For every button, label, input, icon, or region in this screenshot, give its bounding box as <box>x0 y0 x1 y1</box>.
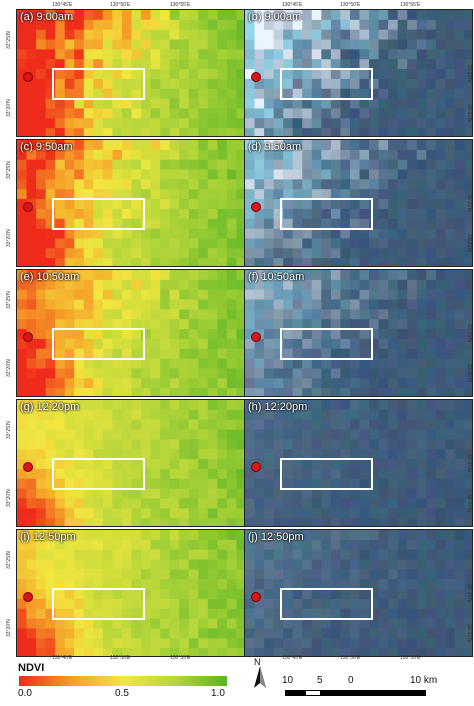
lat-tick-right: 33°20'N <box>466 494 472 512</box>
map-panel-4: (d) 9:50am <box>244 139 473 267</box>
rgb-raster <box>245 10 472 136</box>
study-area-rectangle <box>280 198 373 230</box>
lon-tick-top-2: 130°50'E <box>110 2 131 8</box>
lat-tick-left: 33°20'N <box>6 229 12 247</box>
study-area-rectangle <box>52 328 145 360</box>
lat-tick-right: 33°25'N <box>466 194 472 212</box>
north-arrow-icon <box>254 666 266 688</box>
station-marker <box>251 462 261 472</box>
map-panel-2: (b) 9:00am <box>244 9 473 137</box>
study-area-rectangle <box>52 458 145 490</box>
ndvi-raster <box>17 530 244 656</box>
colorbar-tick-max: 1.0 <box>211 688 225 699</box>
study-area-rectangle <box>52 68 145 100</box>
station-marker <box>23 202 33 212</box>
panel-label: (h) 12:20pm <box>248 401 308 413</box>
lon-tick-bottom-6: 130°55'E <box>400 655 421 661</box>
panel-label: (a) 9:00am <box>20 11 74 23</box>
lon-tick-bottom-2: 130°50'E <box>110 655 131 661</box>
scalebar-segment-4 <box>351 690 426 696</box>
lat-tick-right: 33°20'N <box>466 234 472 252</box>
scalebar-segment-1 <box>285 690 305 696</box>
lon-tick-bottom-4: 130°45'E <box>282 655 303 661</box>
lat-tick-right: 33°25'N <box>466 584 472 602</box>
station-marker <box>251 592 261 602</box>
lat-tick-left: 33°20'N <box>6 489 12 507</box>
map-panel-10: (j) 12:50pm <box>244 529 473 657</box>
lat-tick-right: 33°25'N <box>466 324 472 342</box>
ndvi-colorbar <box>19 676 227 686</box>
lon-tick-bottom-5: 130°50'E <box>340 655 361 661</box>
station-marker <box>23 462 33 472</box>
panel-label: (c) 9:50am <box>20 141 73 153</box>
panel-label: (g) 12:20pm <box>20 401 80 413</box>
map-panel-7: (g) 12:20pm <box>16 399 245 527</box>
panel-label: (j) 12:50pm <box>248 531 304 543</box>
map-panel-5: (e) 10:50am <box>16 269 245 397</box>
lat-tick-left: 33°20'N <box>6 99 12 117</box>
station-marker <box>23 592 33 602</box>
scalebar-label-5: 5 <box>317 675 323 686</box>
scalebar-label-0: 0 <box>348 675 354 686</box>
rgb-raster <box>245 400 472 526</box>
station-marker <box>251 332 261 342</box>
lat-tick-right: 33°25'N <box>466 454 472 472</box>
scalebar-label-10: 10 <box>282 675 294 686</box>
ndvi-raster <box>17 140 244 266</box>
study-area-rectangle <box>52 198 145 230</box>
lat-tick-right: 33°20'N <box>466 624 472 642</box>
rgb-raster <box>245 270 472 396</box>
lon-tick-top-6: 130°55'E <box>400 2 421 8</box>
lon-tick-top-3: 130°55'E <box>170 2 191 8</box>
lat-tick-left: 33°20'N <box>6 359 12 377</box>
lon-tick-top-5: 130°50'E <box>340 2 361 8</box>
station-marker <box>251 72 261 82</box>
station-marker <box>251 202 261 212</box>
map-panel-3: (c) 9:50am <box>16 139 245 267</box>
north-label: N <box>254 657 261 667</box>
lat-tick-left: 33°25'N <box>6 291 12 309</box>
map-panel-6: (f) 10:50am <box>244 269 473 397</box>
map-panel-9: (i) 12:50pm <box>16 529 245 657</box>
lat-tick-right: 33°20'N <box>466 364 472 382</box>
lat-tick-left: 33°20'N <box>6 619 12 637</box>
lon-tick-top-4: 130°45'E <box>282 2 303 8</box>
panel-label: (d) 9:50am <box>248 141 302 153</box>
ndvi-raster <box>17 270 244 396</box>
lat-tick-left: 33°25'N <box>6 551 12 569</box>
study-area-rectangle <box>280 458 373 490</box>
station-marker <box>23 332 33 342</box>
colorbar-title: NDVI <box>18 662 45 674</box>
station-marker <box>23 72 33 82</box>
scalebar-segment-3 <box>321 690 351 696</box>
lat-tick-right: 33°20'N <box>466 104 472 122</box>
rgb-raster <box>245 140 472 266</box>
panel-label: (e) 10:50am <box>20 271 80 283</box>
colorbar-tick-mid: 0.5 <box>115 688 129 699</box>
lat-tick-left: 33°25'N <box>6 31 12 49</box>
lat-tick-right: 33°25'N <box>466 64 472 82</box>
study-area-rectangle <box>52 588 145 620</box>
panel-label: (i) 12:50pm <box>20 531 76 543</box>
map-panel-8: (h) 12:20pm <box>244 399 473 527</box>
map-panel-1: (a) 9:00am <box>16 9 245 137</box>
study-area-rectangle <box>280 328 373 360</box>
rgb-raster <box>245 530 472 656</box>
panel-label: (f) 10:50am <box>248 271 305 283</box>
ndvi-raster <box>17 10 244 136</box>
ndvi-raster <box>17 400 244 526</box>
lon-tick-top-1: 130°45'E <box>52 2 73 8</box>
scalebar-segment-2 <box>305 690 321 696</box>
lat-tick-left: 33°25'N <box>6 421 12 439</box>
study-area-rectangle <box>280 588 373 620</box>
lon-tick-bottom-1: 130°45'E <box>52 655 73 661</box>
lat-tick-left: 33°25'N <box>6 161 12 179</box>
colorbar-tick-min: 0.0 <box>18 688 32 699</box>
lon-tick-bottom-3: 130°55'E <box>170 655 191 661</box>
panel-label: (b) 9:00am <box>248 11 302 23</box>
scalebar-label-10km: 10 km <box>410 675 438 686</box>
study-area-rectangle <box>280 68 373 100</box>
